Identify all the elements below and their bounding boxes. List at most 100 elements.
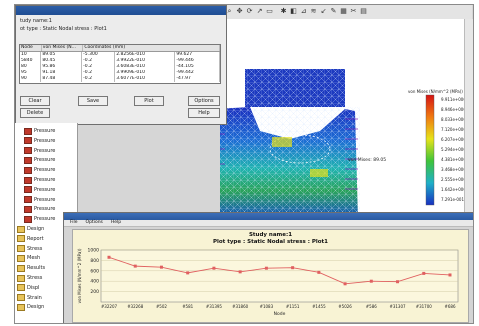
data-point	[159, 265, 163, 269]
table-row[interactable]: 5840 80.45 -0.2 3.9922E-010 -99.446	[20, 58, 220, 64]
folder-icon	[17, 225, 25, 233]
table-row[interactable]: 80 95.86 -0.2 3.6083E-010 -44.105	[20, 64, 220, 70]
tree-item[interactable]: Pressure	[24, 196, 55, 204]
table-row[interactable]: 95 91.18 -0.2 3.9909E-010 -99.442	[20, 70, 220, 76]
data-point	[107, 255, 111, 259]
view-icon[interactable]: ▭	[266, 7, 273, 15]
zoom-icon[interactable]: ⌕	[227, 7, 232, 15]
chart-icon[interactable]: ▦	[340, 7, 347, 15]
iso-icon[interactable]: ⊿	[300, 7, 307, 15]
tool-icon[interactable]: ✂	[350, 7, 357, 15]
tree-item[interactable]: Pressure	[24, 147, 55, 155]
x-tick-label: #31307	[389, 304, 406, 309]
tree-item[interactable]: Results	[17, 264, 45, 272]
delete-button[interactable]: Delete	[20, 108, 50, 118]
section-icon[interactable]: ◧	[290, 7, 297, 15]
tree-item[interactable]: Pressure	[24, 166, 55, 174]
tree-item[interactable]: Strain	[17, 294, 42, 302]
menu-file[interactable]: File	[70, 220, 78, 225]
settings-icon[interactable]: ✱	[280, 7, 287, 15]
probe-results-table[interactable]: Node von Mises (N... Coordinates (mm) 10…	[19, 44, 221, 84]
data-point	[317, 270, 321, 274]
pressure-load-icon	[24, 166, 32, 174]
tree-item[interactable]: Design	[17, 225, 44, 233]
tree-item-label: Pressure	[34, 206, 56, 213]
table-row[interactable]: 90 87.48 -0.2 3.6077E-010 -47.97	[20, 76, 220, 82]
pressure-load-icon	[24, 196, 32, 204]
tree-item[interactable]: Pressure	[24, 127, 55, 135]
rotate-icon[interactable]: ⟳	[246, 7, 253, 15]
legend-label: 6.207e+000	[441, 137, 466, 142]
pressure-load-icon	[24, 205, 32, 213]
tree-item[interactable]: Mesh	[17, 254, 40, 262]
x-tick-label: #1151	[286, 304, 300, 309]
tree-item-label: Mesh	[27, 255, 41, 262]
table-cell: 95	[20, 70, 42, 76]
tree-item[interactable]: Stress	[17, 274, 42, 282]
y-axis-label: von Mises (N/mm^2 (MPa))	[77, 248, 82, 303]
app-frame: ⌕ ✥ ⟳ ↗ ▭ ✱ ◧ ⊿ ≋ ↙ ✎ ▦ ✂ ▤	[14, 4, 474, 324]
folder-icon	[17, 245, 25, 253]
data-point	[343, 282, 347, 286]
graph-menu-bar: File Options Help	[64, 220, 473, 227]
x-axis-label: Node	[274, 311, 286, 317]
select-icon[interactable]: ↗	[256, 7, 263, 15]
tree-item[interactable]: Report	[17, 235, 44, 243]
column-header[interactable]: Coordinates (mm)	[83, 45, 220, 51]
clear-button[interactable]: Clear	[20, 96, 50, 106]
viewport-scrollbar[interactable]	[464, 19, 473, 217]
tree-item[interactable]: Pressure	[24, 186, 55, 194]
graph-titlebar[interactable]	[64, 213, 473, 220]
tree-item-label: Pressure	[34, 137, 56, 144]
menu-help[interactable]: Help	[110, 220, 122, 225]
tree-item[interactable]: Design	[17, 303, 44, 311]
graph-subtitle: Plot type : Static Nodal stress : Plot1	[212, 239, 329, 245]
table-cell: 99.627	[175, 52, 220, 58]
model-viewport[interactable]: von Mises: 89.05 von Mises (N/mm^2 (MPa)…	[215, 19, 472, 219]
tree-item-label: Pressure	[34, 186, 56, 193]
folder-icon	[17, 235, 25, 243]
graph-title: Study name:1	[248, 232, 293, 238]
table-cell: 91.18	[41, 70, 83, 76]
x-tick-label: #5026	[338, 304, 352, 309]
pan-icon[interactable]: ✥	[236, 7, 243, 15]
tree-item[interactable]: Pressure	[24, 205, 55, 213]
report-icon[interactable]: ▤	[360, 7, 367, 15]
tree-item[interactable]: Stress	[17, 245, 42, 253]
options-button[interactable]: Options	[188, 96, 220, 106]
plot-button[interactable]: Plot	[134, 96, 164, 106]
animate-icon[interactable]: ✎	[330, 7, 337, 15]
pressure-load-icon	[24, 147, 32, 155]
tree-item[interactable]: Pressure	[24, 176, 55, 184]
menu-options[interactable]: Options	[85, 220, 103, 225]
tree-item[interactable]: Pressure	[24, 215, 55, 223]
legend-label: 7.120e+000	[441, 127, 466, 132]
tree-item-label: Design	[27, 226, 45, 232]
column-header[interactable]: Node	[20, 45, 42, 51]
table-cell: 90	[20, 76, 42, 82]
probe-icon[interactable]: ↙	[320, 7, 327, 15]
tree-item[interactable]: Displ	[17, 284, 39, 292]
x-tick-label: #32207	[101, 304, 118, 309]
legend-label: 5.294e+000	[441, 147, 466, 152]
x-tick-label: #1083	[260, 304, 274, 309]
help-button[interactable]: Help	[188, 108, 220, 118]
table-cell: 3.6083E-010	[115, 64, 176, 70]
deform-icon[interactable]: ≋	[310, 7, 317, 15]
probe-result-dialog: tudy name:1 ot type : Static Nodal stres…	[15, 5, 227, 125]
y-tick-label: 400	[90, 279, 99, 285]
table-row[interactable]: 10 89.05 -5.300 2.8256E-010 99.627	[20, 52, 220, 58]
table-cell: 2.8256E-010	[115, 52, 176, 58]
folder-icon	[17, 294, 25, 302]
legend-label: 8.946e+000	[441, 107, 466, 112]
tree-item[interactable]: Pressure	[24, 156, 55, 164]
pressure-load-icon	[24, 186, 32, 194]
dialog-titlebar[interactable]	[16, 6, 226, 15]
stress-legend: von Mises (N/mm^2 (MPa)) 9.911e+000 8.94…	[408, 89, 466, 207]
column-header[interactable]: von Mises (N...	[42, 45, 84, 51]
tree-item-label: Stress	[27, 275, 43, 281]
table-cell: 95.86	[41, 64, 83, 70]
save-button[interactable]: Save	[78, 96, 108, 106]
pressure-load-icon	[24, 127, 32, 135]
tree-item[interactable]: Pressure	[24, 137, 55, 145]
